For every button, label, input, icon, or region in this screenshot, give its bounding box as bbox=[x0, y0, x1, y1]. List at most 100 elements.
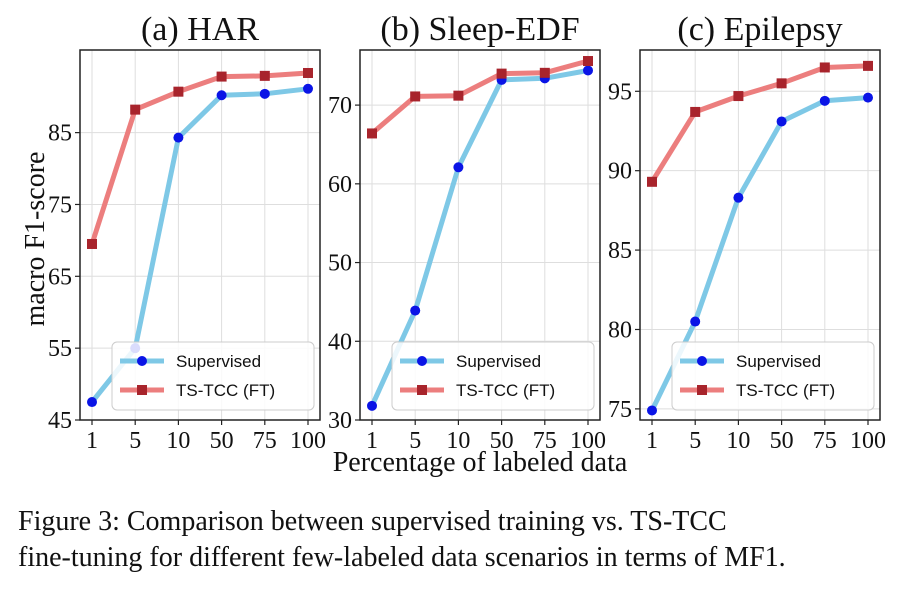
y-tick-label: 70 bbox=[328, 93, 352, 119]
subplot-2: 30 40 50 60 70 1 5 10 50 75 100 (b) Sleep-EDF Superv… bbox=[328, 11, 606, 454]
data-point bbox=[496, 68, 507, 79]
data-point bbox=[216, 90, 227, 101]
x-axis-label: Percentage of labeled data bbox=[333, 447, 628, 478]
data-point bbox=[173, 86, 184, 97]
subplot-title: (c) Epilepsy bbox=[677, 11, 842, 48]
legend-marker bbox=[697, 385, 707, 395]
data-point bbox=[863, 60, 873, 71]
data-point bbox=[690, 106, 701, 117]
data-point bbox=[647, 405, 657, 416]
plot-frame bbox=[79, 49, 321, 421]
data-point bbox=[776, 78, 787, 89]
data-point bbox=[216, 71, 227, 82]
y-axis-label: macro F1-score bbox=[20, 152, 51, 327]
y-tick-label: 95 bbox=[608, 79, 632, 105]
legend: Supervised TS-TCC (FT) bbox=[671, 341, 875, 411]
y-tick-label: 90 bbox=[608, 159, 632, 185]
x-tick-label: 100 bbox=[850, 428, 886, 454]
x-tick-label: 75 bbox=[533, 428, 557, 454]
data-point bbox=[819, 95, 830, 106]
series-line-2 bbox=[649, 63, 871, 185]
subplot-title: (b) Sleep-EDF bbox=[380, 11, 579, 48]
series-line-1 bbox=[649, 95, 871, 413]
caption-line-2: fine-tuning for different few-labeled da… bbox=[18, 542, 786, 573]
series-line-2 bbox=[369, 58, 591, 136]
x-tick-label: 50 bbox=[770, 428, 794, 454]
series-line-1 bbox=[369, 68, 591, 409]
data-point bbox=[539, 67, 550, 78]
data-point bbox=[776, 116, 787, 127]
legend-label: TS-TCC (FT) bbox=[736, 381, 835, 400]
x-tick-label: 50 bbox=[210, 428, 234, 454]
x-tick-label: 5 bbox=[689, 428, 701, 454]
legend-marker bbox=[417, 356, 427, 366]
x-tick-label: 1 bbox=[86, 428, 98, 454]
data-point bbox=[173, 132, 184, 143]
data-point bbox=[583, 56, 593, 67]
data-point bbox=[87, 238, 97, 249]
y-tick-label: 55 bbox=[48, 336, 72, 362]
data-point bbox=[453, 90, 464, 101]
data-point bbox=[453, 162, 464, 173]
data-point bbox=[410, 91, 421, 102]
plot-frame bbox=[639, 49, 881, 421]
y-tick-label: 85 bbox=[48, 121, 72, 147]
legend: Supervised TS-TCC (FT) bbox=[391, 341, 595, 411]
x-tick-label: 50 bbox=[490, 428, 514, 454]
legend-marker bbox=[417, 385, 427, 395]
x-tick-label: 75 bbox=[813, 428, 837, 454]
legend-label: Supervised bbox=[456, 352, 541, 371]
caption-line-1: Figure 3: Comparison between supervised … bbox=[18, 506, 727, 537]
legend-label: TS-TCC (FT) bbox=[176, 381, 275, 400]
subplot-1: 45 55 65 75 85 1 5 10 50 75 100 (a) HAR Supervised TS… bbox=[48, 11, 326, 454]
data-point bbox=[819, 62, 830, 73]
x-tick-label: 1 bbox=[366, 428, 378, 454]
figure: macro F1-score Percentage of labeled dat… bbox=[20, 11, 886, 478]
data-point bbox=[367, 400, 377, 411]
data-point bbox=[583, 65, 593, 76]
legend-label: Supervised bbox=[176, 352, 261, 371]
legend-marker bbox=[137, 356, 147, 366]
data-point bbox=[259, 70, 270, 81]
x-tick-label: 10 bbox=[166, 428, 190, 454]
data-point bbox=[259, 88, 270, 99]
data-point bbox=[87, 397, 97, 408]
x-tick-label: 5 bbox=[129, 428, 141, 454]
y-tick-label: 80 bbox=[608, 317, 632, 343]
y-tick-label: 75 bbox=[608, 397, 632, 423]
data-point bbox=[647, 176, 657, 187]
x-tick-label: 100 bbox=[570, 428, 606, 454]
data-point bbox=[303, 67, 313, 78]
data-point bbox=[863, 92, 873, 103]
plot-frame bbox=[359, 49, 601, 421]
x-tick-label: 75 bbox=[253, 428, 277, 454]
data-point bbox=[410, 305, 421, 316]
data-point bbox=[733, 91, 744, 102]
legend-marker bbox=[697, 356, 707, 366]
legend-marker bbox=[137, 385, 147, 395]
y-tick-label: 45 bbox=[48, 408, 72, 434]
y-tick-label: 40 bbox=[328, 329, 352, 355]
y-tick-label: 75 bbox=[48, 192, 72, 218]
subplot-3: 75 80 85 90 95 1 5 10 50 75 100 (c) Epilepsy Supervi… bbox=[608, 11, 886, 454]
legend-label: TS-TCC (FT) bbox=[456, 381, 555, 400]
data-point bbox=[130, 104, 141, 115]
x-tick-label: 1 bbox=[646, 428, 658, 454]
x-tick-label: 10 bbox=[726, 428, 750, 454]
y-tick-label: 60 bbox=[328, 172, 352, 198]
data-point bbox=[690, 316, 701, 327]
data-point bbox=[733, 192, 744, 203]
x-tick-label: 10 bbox=[446, 428, 470, 454]
legend-label: Supervised bbox=[736, 352, 821, 371]
data-point bbox=[303, 83, 313, 94]
figure-caption: Figure 3: Comparison between supervised … bbox=[18, 504, 902, 576]
y-tick-label: 50 bbox=[328, 251, 352, 277]
series-line-2 bbox=[89, 70, 311, 247]
x-tick-label: 100 bbox=[290, 428, 326, 454]
y-tick-label: 30 bbox=[328, 408, 352, 434]
data-point bbox=[367, 128, 377, 139]
y-tick-label: 85 bbox=[608, 238, 632, 264]
y-tick-label: 65 bbox=[48, 264, 72, 290]
subplot-title: (a) HAR bbox=[141, 11, 259, 48]
